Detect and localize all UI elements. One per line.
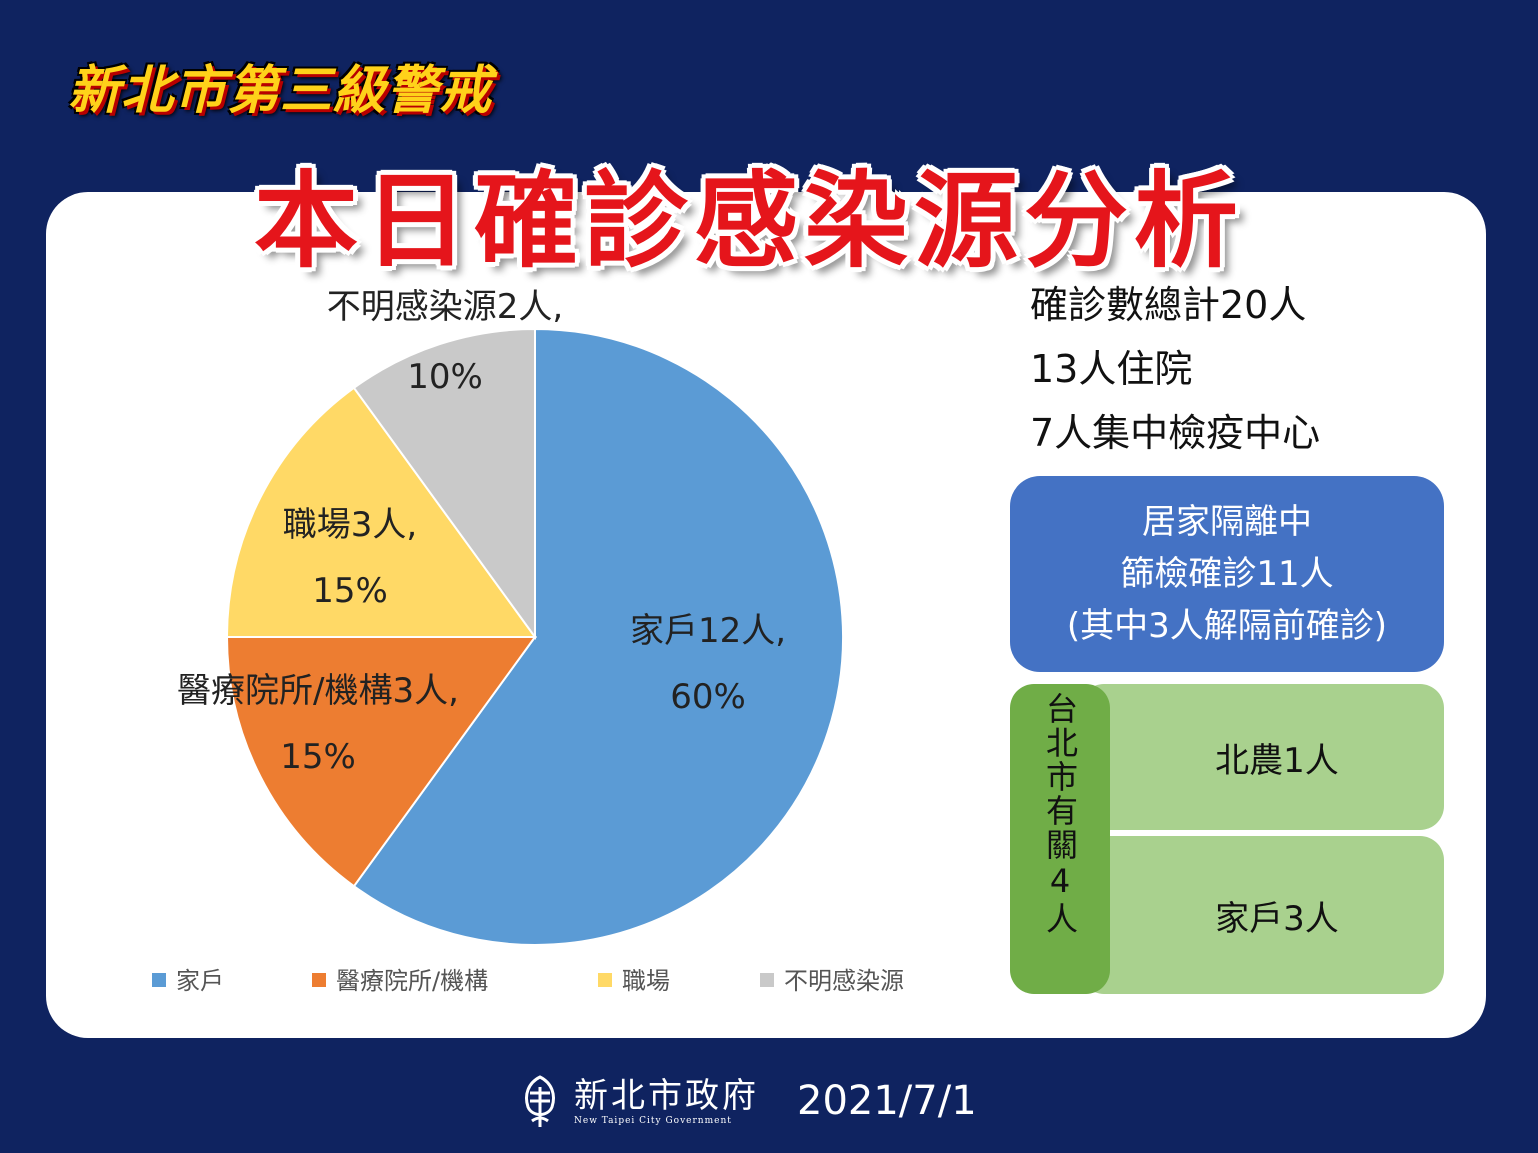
slice-label-1-line2: 60%: [670, 677, 746, 717]
slice-label-1-line1: 家戶12人,: [630, 611, 786, 651]
legend-swatch-3: [598, 973, 612, 987]
taipei-row-household: 家戶3人: [1080, 836, 1444, 994]
slice-label-2-line1: 醫療院所/機構3人,: [177, 671, 459, 711]
pie-slice-3: [225, 386, 537, 638]
stat-hospitalized: 13人住院: [1030, 347, 1193, 391]
pie-slice-1: [352, 327, 844, 946]
slice-label-4-line2: 10%: [407, 357, 483, 397]
taipei-row1-text: 北農1人: [1215, 740, 1339, 781]
taipei-row2-text: 家戶3人: [1215, 898, 1339, 939]
legend-label-4: 不明感染源: [784, 967, 904, 995]
home-isolation-line1: 居家隔離中: [1142, 502, 1312, 542]
home-isolation-line2: 篩檢確診11人: [1120, 554, 1334, 594]
footer: 新北市政府 New Taipei City Government 2021/7/…: [520, 1066, 1040, 1136]
report-date: 2021/7/1: [797, 1078, 977, 1124]
taipei-label-box: 台北市有關4人: [1010, 684, 1110, 994]
pie-slice-2: [225, 636, 537, 888]
org-name-en: New Taipei City Government: [574, 1116, 732, 1126]
alert-level-kicker: 新北市第三級警戒: [68, 61, 493, 121]
legend-label-1: 家戶: [176, 967, 224, 995]
new-taipei-logo-icon: [525, 1075, 555, 1127]
pie-slice-4: [352, 327, 536, 641]
legend-label-2: 醫療院所/機構: [336, 967, 488, 995]
taipei-row-beinong: 北農1人: [1080, 684, 1444, 830]
slice-label-4-line1: 不明感染源2人,: [327, 287, 563, 327]
legend-swatch-2: [312, 973, 326, 987]
legend-swatch-4: [760, 973, 774, 987]
slice-label-3-line1: 職場3人,: [283, 505, 417, 545]
stats-block: 確診數總計20人 13人住院 7人集中檢疫中心: [1030, 278, 1320, 470]
taipei-vertical-label: 台北市有關4人: [1041, 692, 1079, 936]
page-title: 本日確診感染源分析: [254, 160, 1245, 282]
home-isolation-box: 居家隔離中 篩檢確診11人 (其中3人解隔前確診): [1010, 476, 1444, 672]
home-isolation-line3: (其中3人解隔前確診): [1066, 606, 1388, 646]
slice-label-2-line2: 15%: [280, 737, 356, 777]
legend-label-3: 職場: [622, 967, 670, 995]
slice-label-3-line2: 15%: [312, 571, 388, 611]
stat-total: 確診數總計20人: [1030, 283, 1307, 327]
org-name: 新北市政府: [574, 1076, 759, 1116]
stat-quarantine: 7人集中檢疫中心: [1030, 411, 1321, 455]
legend-swatch-1: [152, 973, 166, 987]
